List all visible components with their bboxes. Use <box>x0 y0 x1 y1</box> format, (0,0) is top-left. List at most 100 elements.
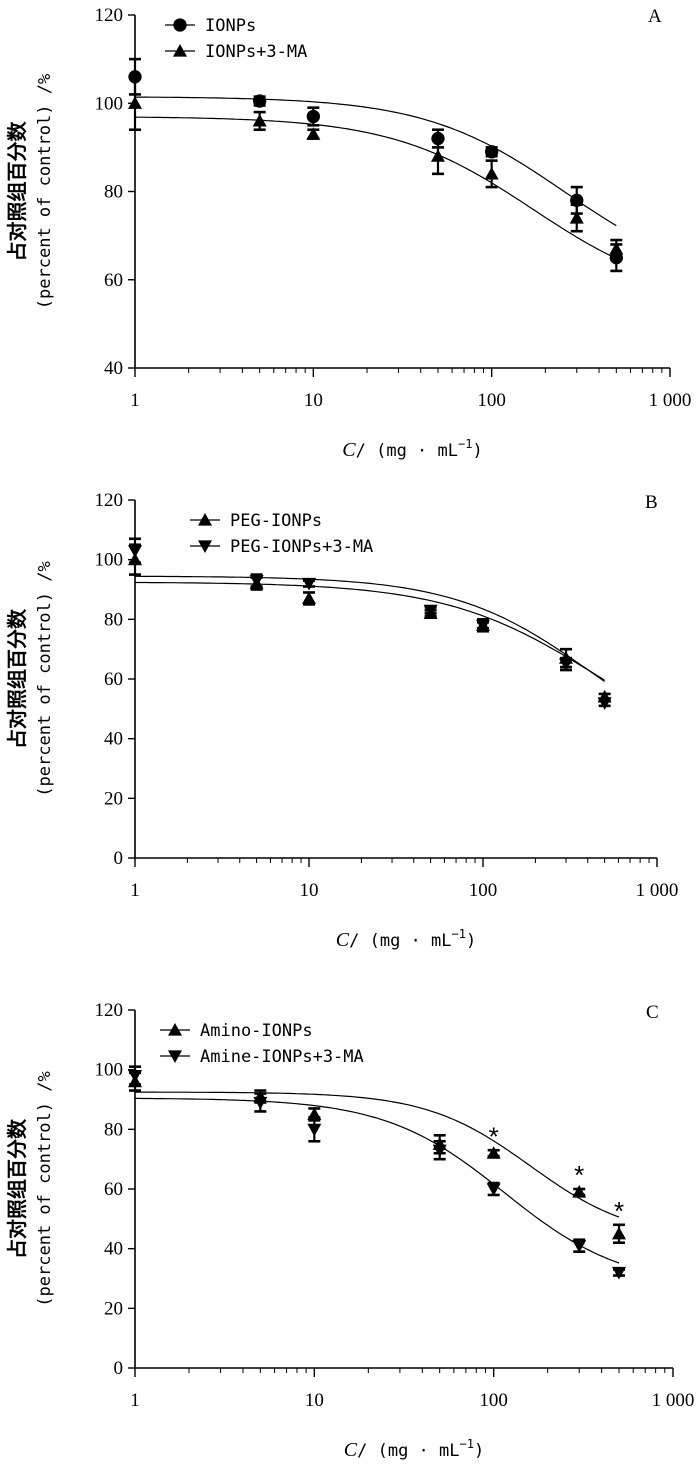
panel-letter: B <box>645 492 658 513</box>
x-tick-label: 1 000 <box>636 880 679 901</box>
legend-marker <box>168 1023 182 1036</box>
data-point <box>128 545 142 558</box>
x-tick-label: 1 000 <box>652 1390 695 1411</box>
y-axis-label-cn: 占对照组百分数 <box>5 121 29 262</box>
y-tick-label: 60 <box>104 669 123 690</box>
legend-entry: PEG-IONPs+3-MA <box>190 537 373 557</box>
series-peg-ionps-3-ma <box>128 537 612 710</box>
x-tick-label: 10 <box>305 1390 324 1411</box>
legend-entry: IONPs <box>165 16 256 36</box>
y-tick-label: 0 <box>114 1358 124 1379</box>
panel-letter: A <box>648 6 662 27</box>
y-tick-label: 120 <box>95 1000 124 1021</box>
legend-label: Amine-IONPs+3-MA <box>200 1047 364 1067</box>
y-tick-label: 20 <box>104 788 123 809</box>
data-point <box>572 1184 587 1198</box>
legend-entry: IONPs+3-MA <box>165 42 307 62</box>
data-point <box>572 1240 587 1253</box>
y-tick-label: 60 <box>104 1179 123 1200</box>
fit-curve <box>135 581 605 681</box>
significance-star: * <box>614 1196 624 1226</box>
fit-curve <box>135 1091 620 1218</box>
legend-marker <box>198 540 212 553</box>
fit-curve <box>135 1097 620 1264</box>
legend-marker <box>173 44 187 57</box>
y-tick-label: 40 <box>104 1239 123 1260</box>
data-point <box>128 1070 142 1083</box>
legend-marker <box>173 18 187 32</box>
data-point <box>612 1226 627 1240</box>
x-tick-label: 10 <box>304 390 323 411</box>
y-tick-label: 40 <box>104 358 123 379</box>
series-amino-ionps <box>128 1071 627 1244</box>
x-axis-label: C/ (mg · mL−1) <box>344 1437 484 1461</box>
data-point <box>302 577 316 591</box>
legend-label: PEG-IONPs+3-MA <box>230 537 373 557</box>
y-tick-label: 20 <box>104 1298 123 1319</box>
y-tick-label: 80 <box>104 182 123 203</box>
legend-label: IONPs+3-MA <box>205 42 307 62</box>
y-tick-label: 100 <box>95 550 124 571</box>
series-ionps-3-ma <box>128 75 624 260</box>
y-tick-label: 100 <box>95 93 124 114</box>
data-point <box>128 96 142 109</box>
data-point <box>252 94 267 108</box>
data-point <box>302 591 316 605</box>
data-point <box>476 619 490 633</box>
legend-marker <box>168 1050 182 1063</box>
legend-entry: Amino-IONPs <box>160 1021 313 1041</box>
data-point <box>485 145 499 159</box>
data-point <box>432 1144 447 1158</box>
data-point <box>597 697 612 710</box>
data-point <box>486 1146 501 1159</box>
legend-entry: Amine-IONPs+3-MA <box>160 1047 364 1067</box>
data-point <box>306 109 320 124</box>
data-point <box>486 1183 501 1196</box>
x-axis-label: C/ (mg · mL−1) <box>336 927 476 951</box>
legend-entry: PEG-IONPs <box>190 511 322 531</box>
data-point <box>484 166 499 180</box>
fit-curve <box>135 96 617 227</box>
fit-curve <box>135 575 605 682</box>
significance-star: * <box>574 1160 584 1190</box>
y-axis-label-en: (percent of control) /% <box>35 561 55 796</box>
data-point <box>307 1123 322 1137</box>
data-point <box>569 210 584 224</box>
y-axis-label-en: (percent of control) /% <box>35 74 55 309</box>
data-point <box>253 1096 268 1110</box>
y-axis-label-cn: 占对照组百分数 <box>5 1118 29 1259</box>
y-tick-label: 40 <box>104 729 123 750</box>
data-point <box>423 604 438 618</box>
y-axis-label-cn: 占对照组百分数 <box>5 608 29 749</box>
x-tick-label: 100 <box>477 390 506 411</box>
series-amine-ionps-3-ma <box>128 1065 627 1280</box>
y-tick-label: 80 <box>104 1119 123 1140</box>
x-tick-label: 1 <box>130 1390 140 1411</box>
y-tick-label: 0 <box>114 848 124 869</box>
data-point <box>249 574 264 588</box>
x-axis-label: C/ (mg · mL−1) <box>342 437 482 461</box>
y-axis-label-en: (percent of control) /% <box>35 1071 55 1306</box>
y-tick-label: 120 <box>95 5 124 26</box>
data-point <box>430 149 445 162</box>
y-tick-label: 120 <box>95 490 124 511</box>
y-tick-label: 100 <box>95 1060 124 1081</box>
x-tick-label: 1 <box>130 390 140 411</box>
series-ionps <box>128 57 623 273</box>
y-tick-label: 80 <box>104 609 123 630</box>
series-peg-ionps <box>128 543 612 703</box>
data-point <box>559 658 574 672</box>
significance-star: * <box>489 1121 499 1151</box>
data-point <box>609 241 624 255</box>
legend-label: Amino-IONPs <box>200 1021 313 1041</box>
panel-letter: C <box>646 1002 659 1023</box>
data-point <box>306 127 321 140</box>
x-tick-label: 10 <box>300 880 319 901</box>
y-tick-label: 60 <box>104 270 123 291</box>
legend-label: IONPs <box>205 16 256 36</box>
x-tick-label: 100 <box>469 880 498 901</box>
